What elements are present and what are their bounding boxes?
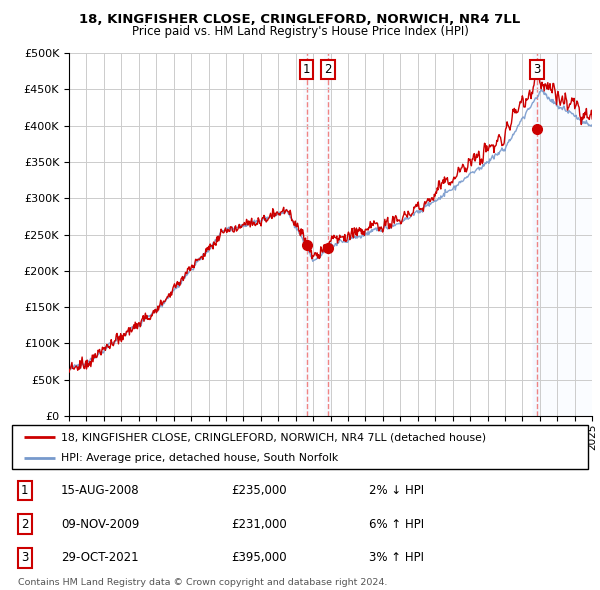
Text: £235,000: £235,000 bbox=[231, 484, 287, 497]
Bar bbox=[303, 53, 310, 416]
Text: 18, KINGFISHER CLOSE, CRINGLEFORD, NORWICH, NR4 7LL (detached house): 18, KINGFISHER CLOSE, CRINGLEFORD, NORWI… bbox=[61, 432, 486, 442]
Text: 09-NOV-2009: 09-NOV-2009 bbox=[61, 517, 139, 531]
Text: 18, KINGFISHER CLOSE, CRINGLEFORD, NORWICH, NR4 7LL: 18, KINGFISHER CLOSE, CRINGLEFORD, NORWI… bbox=[79, 13, 521, 26]
Bar bbox=[532, 53, 592, 416]
Text: £231,000: £231,000 bbox=[231, 517, 287, 531]
Text: 2: 2 bbox=[21, 517, 28, 531]
Text: Price paid vs. HM Land Registry's House Price Index (HPI): Price paid vs. HM Land Registry's House … bbox=[131, 25, 469, 38]
Text: 6% ↑ HPI: 6% ↑ HPI bbox=[369, 517, 424, 531]
Text: Contains HM Land Registry data © Crown copyright and database right 2024.: Contains HM Land Registry data © Crown c… bbox=[18, 578, 388, 586]
Text: 2: 2 bbox=[324, 63, 332, 76]
Text: 2% ↓ HPI: 2% ↓ HPI bbox=[369, 484, 424, 497]
FancyBboxPatch shape bbox=[12, 425, 588, 469]
Text: HPI: Average price, detached house, South Norfolk: HPI: Average price, detached house, Sout… bbox=[61, 453, 338, 463]
Text: 29-OCT-2021: 29-OCT-2021 bbox=[61, 551, 139, 565]
Bar bbox=[533, 53, 541, 416]
Text: 1: 1 bbox=[21, 484, 28, 497]
Text: 15-AUG-2008: 15-AUG-2008 bbox=[61, 484, 140, 497]
Text: 1: 1 bbox=[303, 63, 310, 76]
Text: 3% ↑ HPI: 3% ↑ HPI bbox=[369, 551, 424, 565]
Text: 3: 3 bbox=[21, 551, 28, 565]
Text: £395,000: £395,000 bbox=[231, 551, 287, 565]
Text: 3: 3 bbox=[533, 63, 541, 76]
Bar bbox=[325, 53, 331, 416]
